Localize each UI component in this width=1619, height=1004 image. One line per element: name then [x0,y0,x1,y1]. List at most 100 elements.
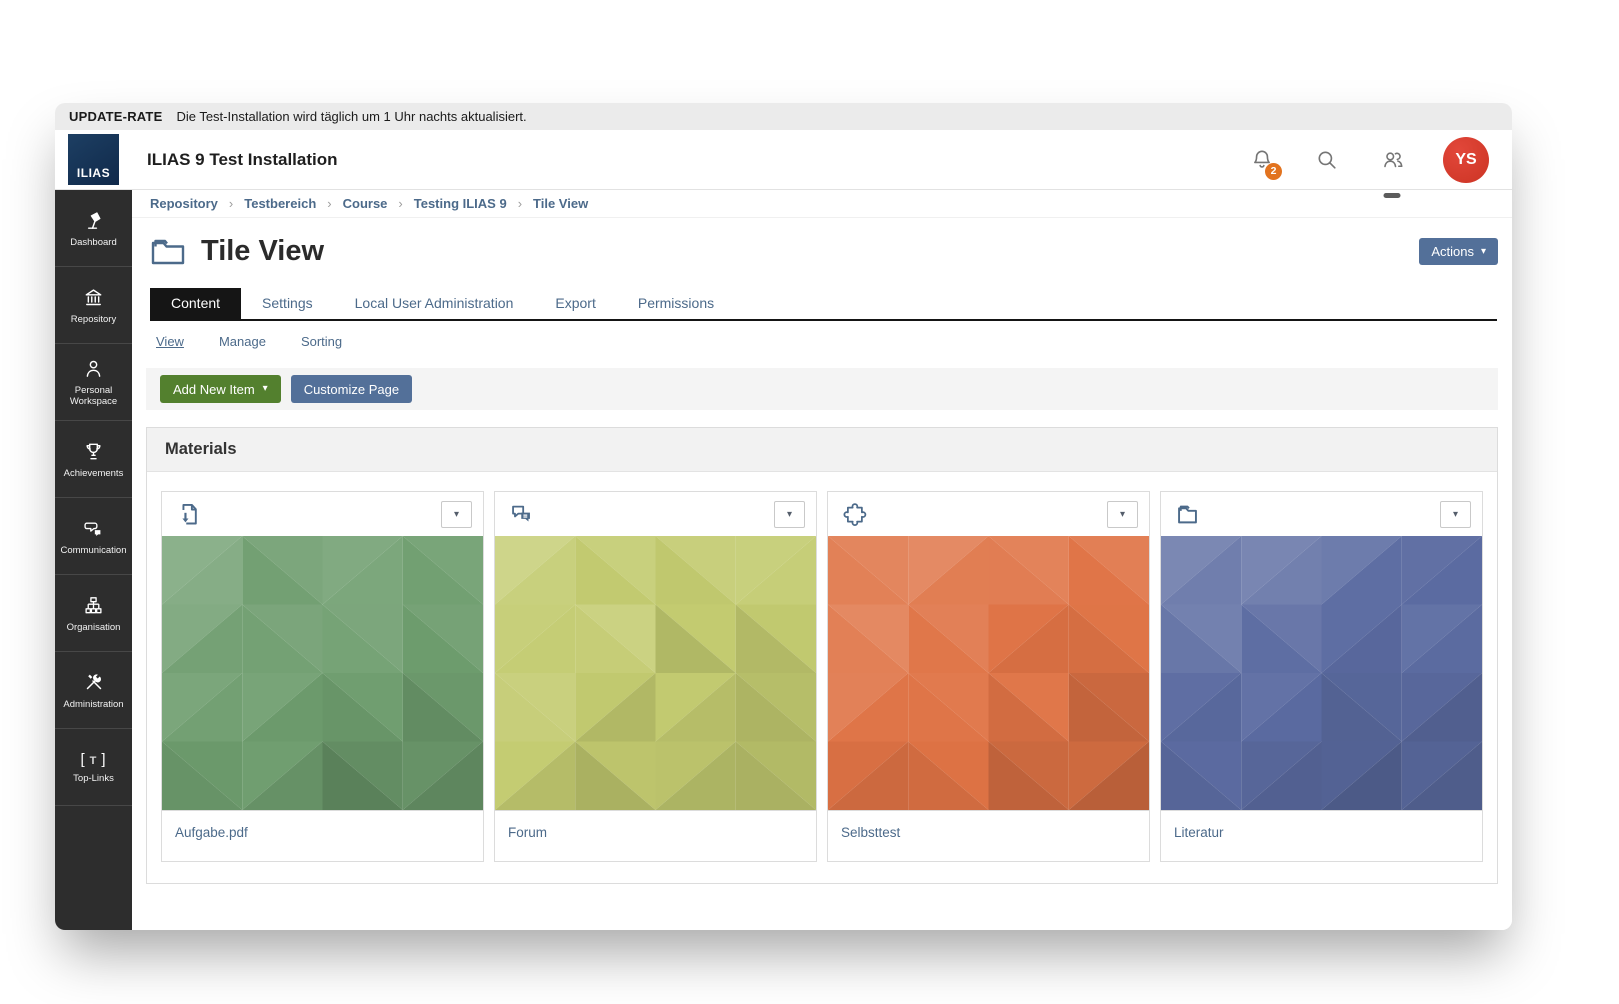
tile-dropdown-button[interactable]: ▾ [774,500,805,528]
subtab-manage[interactable]: Manage [218,334,266,349]
sidebar-item-label: Achievements [63,467,124,479]
tab-settings[interactable]: Settings [262,295,313,311]
tile-pattern-image [1161,536,1482,810]
header-indicator-dash [1383,192,1401,198]
tile-dropdown-button[interactable]: ▾ [1440,500,1471,528]
sidebar-item-label: Organisation [66,621,121,633]
materials-tiles: ▾ Aufgabe.pdf [147,472,1497,883]
notifications-button[interactable]: 2 [1248,146,1282,180]
toolbar: Add New Item ▾ Customize Page [146,368,1498,410]
tile-pattern-image [162,536,483,810]
main: Dashboard Repository [55,190,1512,930]
brackets-icon: [ T ] [80,750,107,768]
tile-aufgabe-pdf: ▾ Aufgabe.pdf [161,491,484,862]
breadcrumb-separator: › [327,196,332,211]
tile-label[interactable]: Literatur [1174,825,1224,840]
tabs: Content Settings Local User Administrati… [150,288,1497,321]
sidebar-item-administration[interactable]: Administration [55,652,132,729]
tab-local-user-administration[interactable]: Local User Administration [354,295,514,311]
person-icon [82,357,105,380]
tile-label[interactable]: Aufgabe.pdf [175,825,248,840]
tile-label-row: Forum [495,810,816,861]
sidebar-item-organisation[interactable]: Organisation [55,575,132,652]
desk-lamp-icon [82,209,105,232]
breadcrumb-link[interactable]: Repository [150,196,218,211]
sidebar-item-dashboard[interactable]: Dashboard [55,190,132,267]
sidebar-item-repository[interactable]: Repository [55,267,132,344]
ilias-logo-text: ILIAS [76,166,111,180]
tile-image[interactable] [828,536,1149,810]
header: ILIAS ILIAS 9 Test Installation 2 [55,130,1512,198]
tile-label-row: Aufgabe.pdf [162,810,483,861]
chat-bubbles-icon [82,517,105,540]
sidebar-item-communication[interactable]: Communication [55,498,132,575]
tile-image[interactable] [162,536,483,810]
breadcrumb-link[interactable]: Course [342,196,388,211]
tile-top: ▾ [1161,492,1482,536]
sidebar-item-label: Top-Links [73,772,114,784]
chevron-down-icon: ▾ [453,508,460,520]
bank-icon [82,286,105,309]
tile-forum: ▾ Forum [494,491,817,862]
customize-page-label: Customize Page [303,381,400,397]
tile-label[interactable]: Forum [508,825,548,840]
search-button[interactable] [1313,146,1341,174]
actions-button[interactable]: Actions ▾ [1419,238,1498,265]
breadcrumb-link[interactable]: Tile View [533,196,589,211]
sidebar-item-label: Personal Workspace [69,385,118,407]
app-window: UPDATE-RATE Die Test-Installation wird t… [55,103,1512,930]
add-new-item-label: Add New Item [173,381,255,397]
tile-image[interactable] [1161,536,1482,810]
update-bar: UPDATE-RATE Die Test-Installation wird t… [55,103,1512,130]
notification-badge: 2 [1265,162,1282,180]
tab-export[interactable]: Export [555,295,596,311]
breadcrumb-link[interactable]: Testing ILIAS 9 [413,196,507,211]
tile-top: ▾ [828,492,1149,536]
subtab-sorting[interactable]: Sorting [300,334,343,349]
materials-panel: Materials [146,427,1498,884]
tile-label[interactable]: Selbsttest [841,825,901,840]
tile-dropdown-button[interactable]: ▾ [1107,500,1138,528]
online-users-icon [1379,146,1406,173]
tab-permissions[interactable]: Permissions [637,295,715,311]
chevron-down-icon: ▾ [1119,508,1126,520]
update-bar-message: Die Test-Installation wird täglich um 1 … [176,109,527,124]
tab-content[interactable]: Content [150,288,242,319]
update-bar-label: UPDATE-RATE [69,109,163,124]
breadcrumb-separator: › [398,196,403,211]
org-chart-icon [82,594,105,617]
customize-page-button[interactable]: Customize Page [290,375,413,403]
actions-button-label: Actions [1431,244,1474,259]
trophy-icon [82,440,105,463]
tile-image[interactable] [495,536,816,810]
tile-selbsttest: ▾ Selbsttest [827,491,1150,862]
forum-icon [508,501,535,528]
sidebar-item-label: Communication [60,544,127,556]
tile-label-row: Literatur [1161,810,1482,861]
sidebar-item-top-links[interactable]: [ T ] Top-Links [55,729,132,806]
avatar[interactable]: YS [1443,136,1489,183]
title-row: Tile View Actions ▾ [132,218,1512,282]
header-actions: 2 [1248,136,1512,198]
tile-literatur: ▾ Literatur [1160,491,1483,862]
add-new-item-button[interactable]: Add New Item ▾ [160,375,281,403]
chevron-down-icon: ▾ [1452,508,1459,520]
sidebar-item-achievements[interactable]: Achievements [55,421,132,498]
tile-label-row: Selbsttest [828,810,1149,861]
tile-pattern-image [828,536,1149,810]
breadcrumb-separator: › [228,196,234,211]
subtab-view[interactable]: View [156,334,184,349]
avatar-initials: YS [1455,150,1477,168]
sidebar-item-personal-workspace[interactable]: Personal Workspace [55,344,132,421]
chevron-down-icon: ▾ [262,383,268,394]
breadcrumb-link[interactable]: Testbereich [244,196,317,211]
tile-dropdown-button[interactable]: ▾ [441,500,472,528]
sidebar-filler [55,806,132,930]
ilias-logo[interactable]: ILIAS [68,134,119,185]
online-users-button[interactable] [1378,146,1406,198]
folder-icon [1174,501,1201,528]
sidebar-item-label: Administration [63,699,124,710]
tile-top: ▾ [162,492,483,536]
breadcrumb: Repository › Testbereich › Course › Test… [132,190,1512,218]
materials-panel-header: Materials [147,428,1497,472]
